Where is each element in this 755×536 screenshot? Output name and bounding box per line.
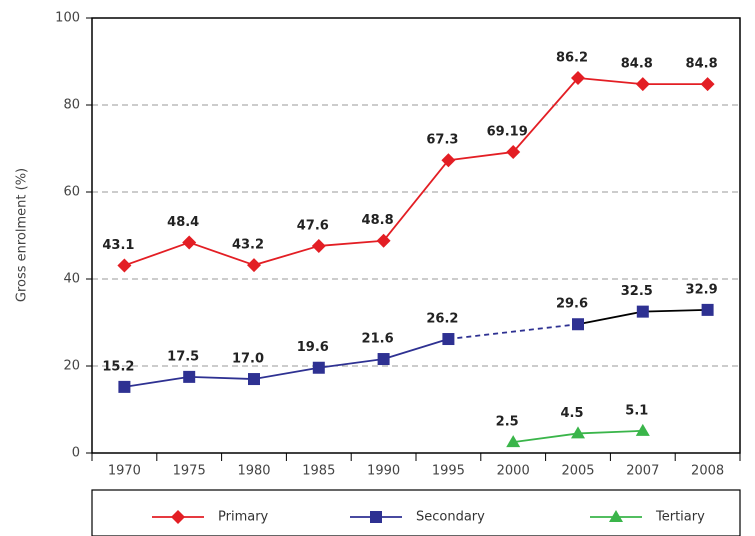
y-tick-label: 40	[63, 272, 80, 287]
value-label: 17.0	[232, 352, 264, 367]
marker	[636, 305, 649, 318]
line-segment	[448, 151, 514, 162]
value-label: 26.2	[426, 312, 458, 327]
marker	[506, 145, 521, 160]
line-segment	[577, 77, 643, 86]
x-tick-label: 1980	[237, 464, 270, 479]
line-segment	[124, 241, 190, 267]
value-label: 17.5	[167, 349, 199, 364]
line-segment	[448, 323, 579, 340]
value-label: 43.1	[102, 238, 134, 253]
marker	[441, 153, 456, 168]
line-segment	[318, 358, 384, 369]
value-label: 5.1	[625, 403, 648, 418]
line-segment	[577, 310, 643, 326]
marker	[701, 303, 714, 316]
line-segment	[513, 432, 579, 444]
x-tick-label: 2008	[691, 464, 724, 479]
marker	[571, 71, 585, 86]
value-label: 2.5	[496, 415, 519, 430]
y-tick-label: 0	[72, 446, 80, 461]
legend-marker	[171, 510, 185, 524]
line-segment	[577, 429, 643, 435]
value-label: 84.8	[686, 57, 718, 72]
line-segment	[512, 77, 579, 153]
value-label: 43.2	[232, 238, 264, 253]
line-segment	[124, 375, 190, 388]
value-label: 15.2	[102, 359, 134, 374]
line-segment	[318, 239, 384, 247]
y-tick-label: 80	[63, 98, 80, 113]
y-tick-label: 60	[63, 185, 80, 200]
y-axis-label: Gross enrolment (%)	[15, 168, 30, 302]
value-label: 19.6	[297, 340, 329, 355]
x-tick-label: 1995	[432, 464, 465, 479]
marker	[442, 333, 455, 346]
line-segment	[189, 375, 255, 380]
value-label: 21.6	[362, 332, 394, 347]
value-label: 48.4	[167, 215, 199, 230]
marker	[572, 318, 584, 331]
value-label: 48.8	[362, 213, 394, 228]
marker	[183, 370, 196, 383]
marker	[377, 353, 390, 366]
y-tick-label: 100	[55, 11, 80, 26]
value-label: 86.2	[556, 51, 588, 66]
marker	[700, 77, 715, 92]
value-label: 84.8	[621, 57, 653, 72]
x-tick-label: 2000	[497, 464, 530, 479]
marker	[311, 238, 326, 253]
marker	[248, 373, 260, 386]
line-segment	[642, 308, 708, 313]
legend-label: Secondary	[416, 510, 485, 525]
value-label: 67.3	[426, 133, 458, 148]
value-label: 47.6	[297, 218, 329, 233]
value-label: 32.9	[686, 282, 718, 297]
line-segment	[382, 159, 450, 242]
line-segment	[253, 245, 320, 266]
marker	[506, 435, 521, 448]
legend-label: Tertiary	[655, 510, 705, 525]
legend-marker	[370, 511, 382, 523]
x-tick-label: 1985	[302, 464, 335, 479]
x-tick-label: 1975	[173, 464, 206, 479]
x-tick-label: 1970	[108, 464, 141, 479]
marker	[635, 423, 650, 436]
line-segment	[188, 241, 255, 266]
marker	[571, 426, 585, 439]
line-segment	[253, 366, 319, 380]
marker	[118, 380, 131, 393]
line-segment	[383, 338, 449, 360]
marker	[182, 235, 197, 250]
x-tick-label: 1990	[367, 464, 400, 479]
value-label: 29.6	[556, 297, 588, 312]
y-tick-label: 20	[63, 359, 80, 374]
marker	[312, 361, 325, 374]
x-tick-label: 2007	[626, 464, 659, 479]
value-label: 32.5	[621, 284, 653, 299]
marker	[635, 77, 650, 92]
legend-marker	[609, 510, 623, 522]
legend-box	[91, 489, 741, 536]
value-label: 69.19	[487, 125, 528, 140]
marker	[247, 258, 261, 273]
x-tick-label: 2005	[561, 464, 594, 479]
marker	[376, 233, 391, 248]
legend-label: Primary	[218, 510, 269, 525]
value-label: 4.5	[560, 406, 583, 421]
marker	[117, 258, 132, 273]
